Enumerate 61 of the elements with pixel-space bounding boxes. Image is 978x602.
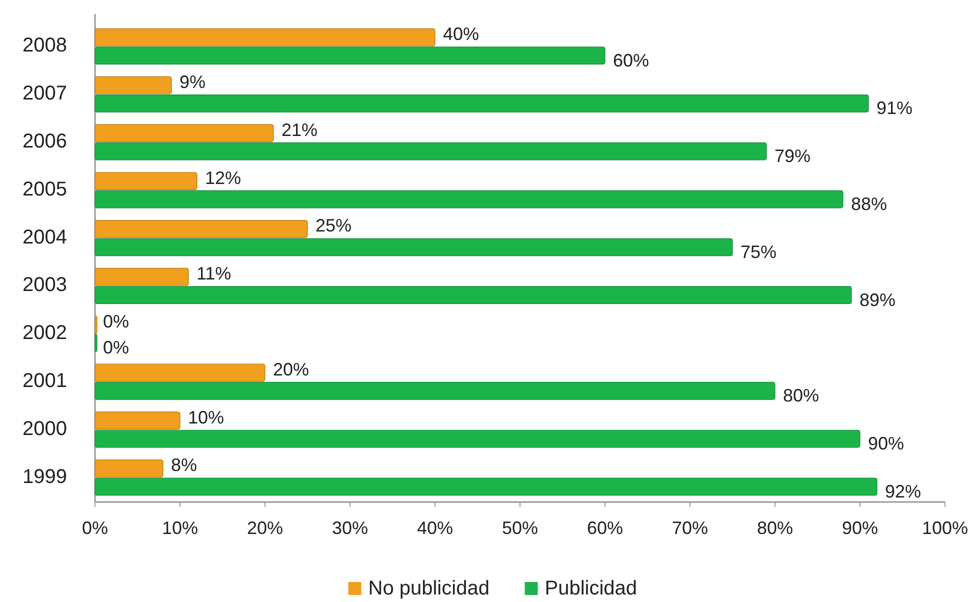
y-tick-label: 2001 xyxy=(22,370,67,392)
data-label: 40% xyxy=(443,24,480,44)
y-tick-label: 2003 xyxy=(22,274,67,296)
y-tick-label: 2000 xyxy=(22,418,67,440)
bar xyxy=(94,412,180,430)
y-tick-label: 2006 xyxy=(22,130,67,153)
y-tick-label: 2005 xyxy=(22,178,67,200)
data-label: 0% xyxy=(103,338,130,358)
x-tick-label: 100% xyxy=(922,518,968,538)
data-label: 21% xyxy=(282,120,318,140)
data-label: 10% xyxy=(188,407,224,428)
bar xyxy=(94,364,266,382)
bar xyxy=(94,238,733,256)
data-label: 75% xyxy=(740,242,777,262)
x-tick-label: 10% xyxy=(162,518,198,538)
x-tick-label: 80% xyxy=(756,518,794,538)
data-label: 80% xyxy=(783,386,820,406)
bar xyxy=(94,268,189,286)
y-tick-label: 2004 xyxy=(22,226,67,248)
bar xyxy=(94,28,436,46)
bar xyxy=(94,124,274,142)
data-label: 25% xyxy=(316,216,352,236)
bar xyxy=(94,46,606,64)
x-tick-label: 50% xyxy=(502,518,538,538)
y-tick-label: 2008 xyxy=(22,34,67,57)
data-label: 0% xyxy=(103,311,130,332)
data-label: 20% xyxy=(273,359,310,380)
data-label: 9% xyxy=(180,72,206,92)
bar xyxy=(94,76,172,94)
y-tick-label: 2007 xyxy=(22,82,67,105)
legend-label: Publicidad xyxy=(544,577,638,600)
data-label: 90% xyxy=(868,434,904,454)
bar xyxy=(94,478,878,496)
x-tick-label: 70% xyxy=(672,518,708,538)
data-label: 12% xyxy=(205,168,242,188)
bar xyxy=(94,94,869,112)
data-label: 89% xyxy=(860,290,896,310)
data-label: 92% xyxy=(885,481,922,502)
x-tick-label: 60% xyxy=(586,518,624,538)
bar xyxy=(94,190,844,208)
y-tick-label: 1999 xyxy=(22,466,67,488)
bar xyxy=(94,382,776,400)
legend-label: No publicidad xyxy=(368,577,490,600)
data-label: 60% xyxy=(613,50,650,70)
bar xyxy=(94,220,308,238)
x-tick-label: 20% xyxy=(246,518,284,538)
data-label: 79% xyxy=(774,146,811,166)
bar xyxy=(94,286,852,304)
data-label: 91% xyxy=(876,98,913,118)
x-tick-label: 90% xyxy=(842,518,878,538)
bar xyxy=(94,142,767,160)
bar xyxy=(94,460,164,478)
x-tick-label: 30% xyxy=(332,518,368,538)
y-tick-label: 2002 xyxy=(22,322,67,344)
data-label: 11% xyxy=(196,264,232,284)
bar xyxy=(94,172,198,190)
data-label: 8% xyxy=(171,455,198,476)
x-tick-label: 0% xyxy=(82,518,108,538)
data-label: 88% xyxy=(851,194,888,214)
bar xyxy=(94,430,860,448)
x-tick-label: 40% xyxy=(416,518,454,538)
